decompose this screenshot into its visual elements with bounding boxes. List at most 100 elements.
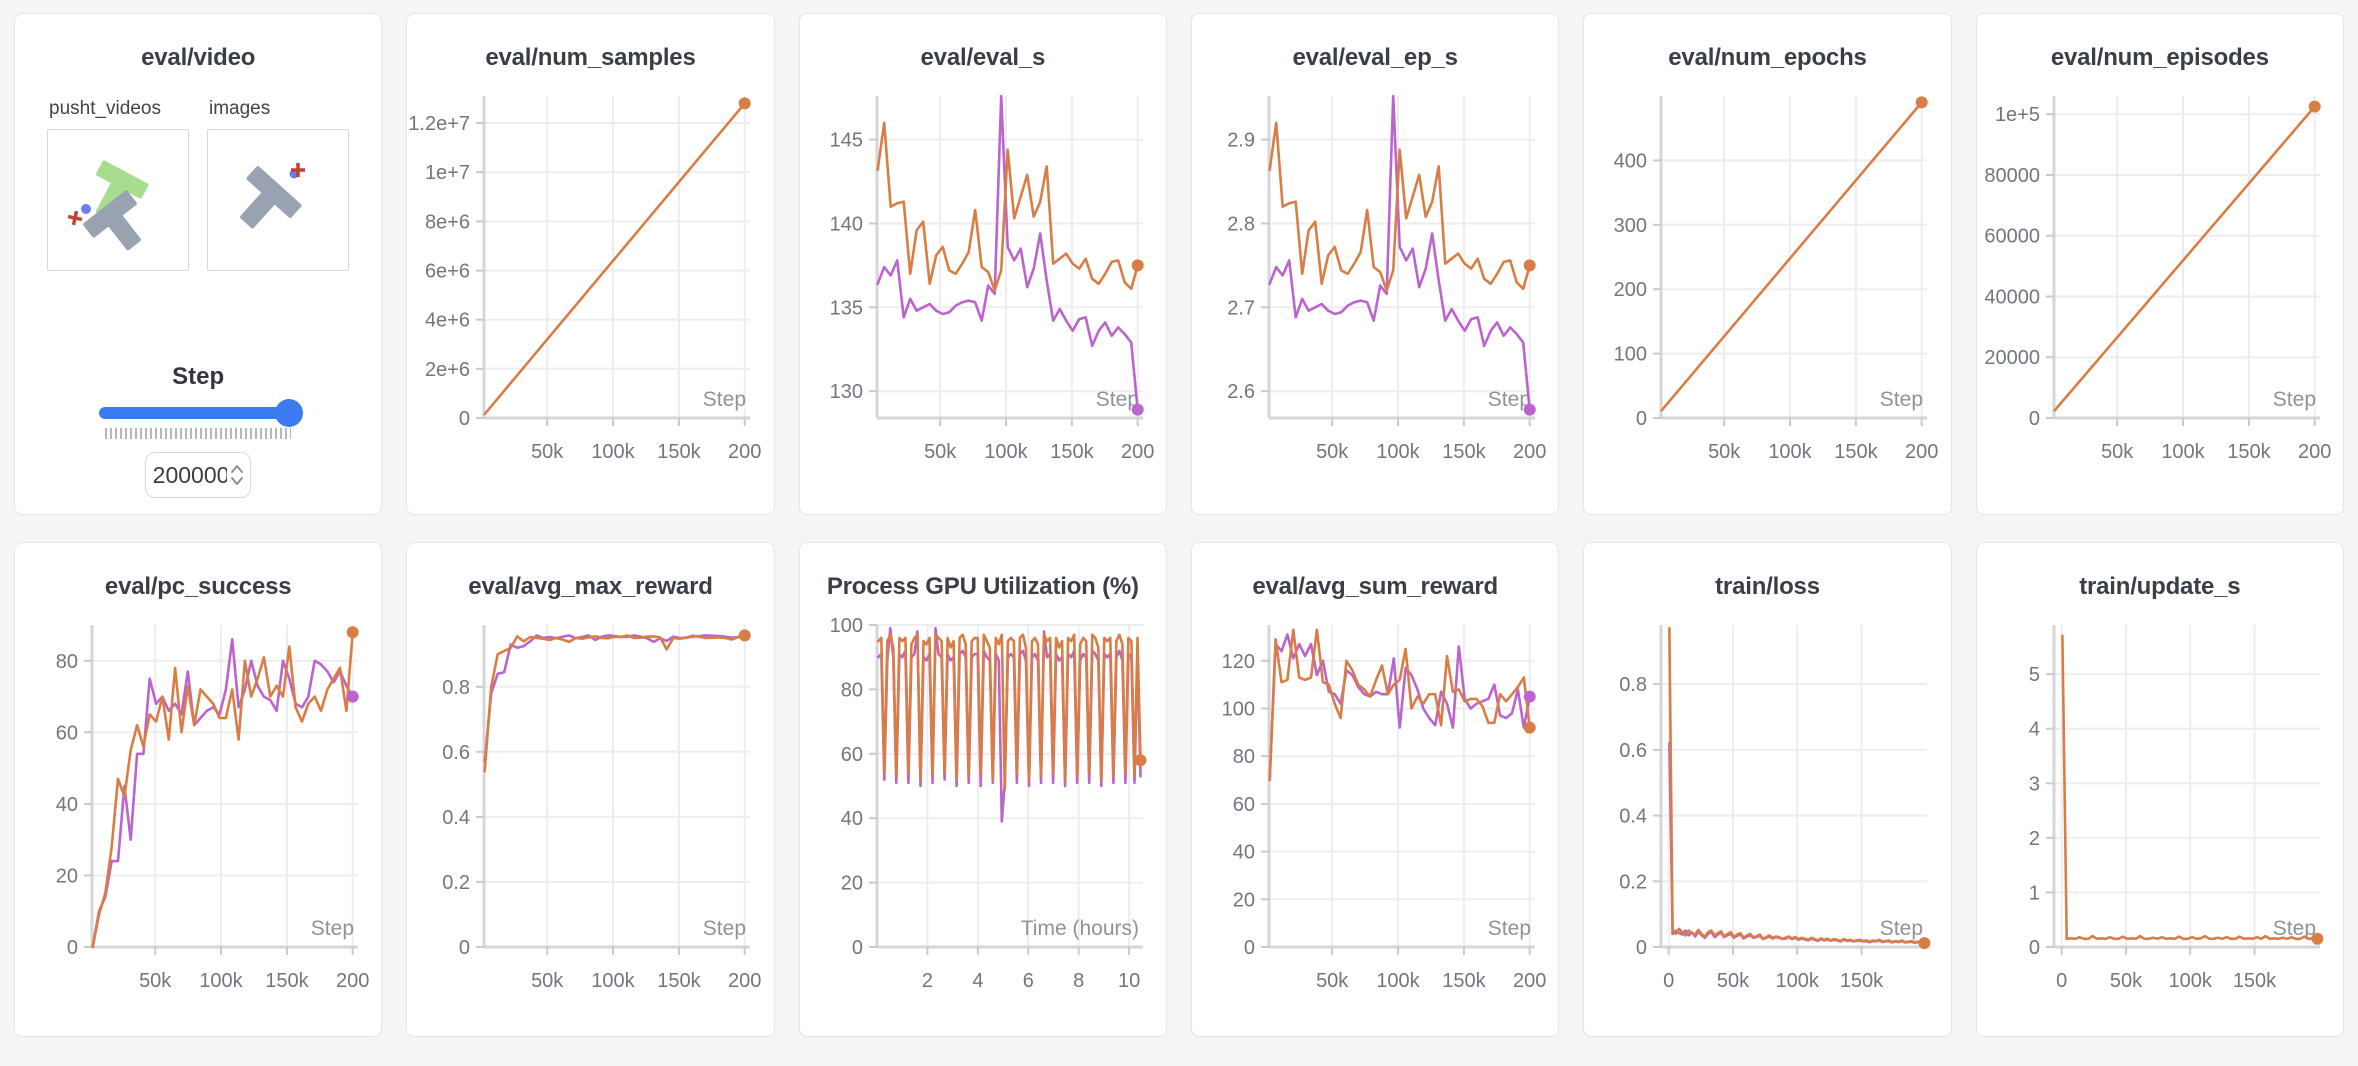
- panel-title: eval/pc_success: [104, 573, 292, 600]
- line-chart-eval-eval-ep-s[interactable]: 2.6 2.7 2.8 2.9 50k 100k 150k 200 Step: [1199, 82, 1551, 474]
- y-tick-label: 2e+6: [425, 359, 470, 381]
- panel-process-gpu-utilization: Process GPU Utilization (%) 0 20 40 60 80 100…: [798, 542, 1167, 1037]
- line-chart-train-update-s[interactable]: 0 1 2 3 4 5 0 50k 100k 150k Step: [1984, 611, 2336, 1003]
- series-end-dot-purple: [1523, 403, 1536, 416]
- stepper-arrows-icon[interactable]: [230, 462, 244, 488]
- x-tick-label: 50k: [532, 441, 565, 463]
- series-end-dot-orange: [1523, 259, 1536, 272]
- line-chart-eval-num-episodes[interactable]: 0 20000 40000 60000 80000 1e+5 50k 100k 150k 200 S…: [1984, 82, 2336, 474]
- panel-title: train/loss: [1715, 573, 1820, 600]
- line-chart-eval-avg-sum-reward[interactable]: 0 20 40 60 80 100 120 50k 100k 150k 200 Step: [1199, 611, 1551, 1003]
- x-tick-label: 150k: [1835, 441, 1879, 463]
- line-chart-train-loss[interactable]: 0 0.2 0.4 0.6 0.8 0 50k 100k 150k Step: [1591, 611, 1943, 1003]
- y-tick-label: 40: [56, 794, 78, 816]
- x-tick-label: 100k: [1376, 970, 1420, 992]
- y-tick-label: 0.4: [443, 807, 471, 829]
- panel-title: eval/num_epochs: [1668, 44, 1867, 71]
- x-tick-label: 50k: [2101, 441, 2134, 463]
- y-tick-label: 0: [2029, 408, 2040, 430]
- y-tick-label: 40: [1233, 842, 1255, 864]
- x-axis-label: Step: [1488, 388, 1531, 411]
- line-chart-eval-num-samples[interactable]: 0 2e+6 4e+6 6e+6 8e+6 1e+7 1.2e+7 50k 100k 150k 20…: [409, 82, 766, 474]
- panel-title: eval/num_episodes: [2050, 44, 2269, 71]
- y-tick-label: 60: [56, 722, 78, 744]
- x-tick-label: 200: [1513, 970, 1546, 992]
- series-line-orange: [1668, 626, 1927, 945]
- x-tick-label: 200: [1513, 441, 1546, 463]
- series-end-dot-orange: [1134, 754, 1147, 767]
- line-chart-eval-eval-s[interactable]: 130 135 140 145 50k 100k 150k 200 Step: [807, 82, 1159, 474]
- chart-canvas: 0 20000 40000 60000 80000 1e+5 50k 100k 150k 200 S…: [1984, 96, 2331, 463]
- panel-title: train/update_s: [2079, 573, 2241, 600]
- chart-canvas: 0 0.2 0.4 0.6 0.8 0 50k 100k 150k Step: [1620, 625, 1931, 992]
- step-slider[interactable]: [99, 399, 304, 427]
- panel-eval-eval-ep-s: eval/eval_ep_s 2.6 2.7 2.8 2.9 50k 100k 150k 20…: [1191, 13, 1560, 515]
- y-tick-label: 0: [459, 408, 470, 430]
- series-end-dot-orange: [2308, 100, 2321, 113]
- y-tick-label: 100: [1614, 344, 1647, 366]
- line-chart-eval-num-epochs[interactable]: 0 100 200 300 400 50k 100k 150k 200 Step: [1591, 82, 1943, 474]
- x-axis-label: Time (hours): [1021, 917, 1139, 940]
- y-tick-label: 100: [829, 615, 862, 637]
- panel-title: Process GPU Utilization (%): [826, 573, 1139, 600]
- x-axis-label: Step: [2273, 388, 2316, 411]
- x-tick-label: 50k: [1717, 970, 1750, 992]
- x-tick-label: 50k: [924, 441, 957, 463]
- panel-eval-pc-success: eval/pc_success 0 20 40 60 80 50k 100k 150k 200 S…: [14, 542, 383, 1037]
- x-tick-label: 50k: [139, 970, 172, 992]
- step-slider-ticks: [105, 428, 292, 439]
- media-images[interactable]: images: [207, 98, 349, 271]
- x-tick-label: 150k: [658, 970, 702, 992]
- y-tick-label: 60: [1233, 794, 1255, 816]
- series-end-dot-orange: [1918, 937, 1931, 950]
- step-slider-thumb[interactable]: [275, 399, 304, 427]
- y-tick-label: 2.8: [1227, 214, 1255, 236]
- x-tick-label: 50k: [1316, 970, 1349, 992]
- images-thumbnail[interactable]: [207, 129, 349, 271]
- series-end-dot-orange: [739, 629, 752, 642]
- y-tick-label: 80: [56, 651, 78, 673]
- y-tick-label: 6e+6: [425, 261, 470, 283]
- series-line-purple: [1268, 633, 1532, 782]
- x-tick-label: 0: [2056, 970, 2067, 992]
- panel-eval-num-epochs: eval/num_epochs 0 100 200 300 400 50k 100k 150k…: [1583, 13, 1952, 515]
- panel-eval-avg-sum-reward: eval/avg_sum_reward 0 20 40 60 80 100 120 50k 10…: [1191, 542, 1560, 1037]
- y-tick-label: 145: [829, 130, 862, 152]
- y-tick-label: 0: [67, 937, 78, 959]
- x-tick-label: 4: [972, 970, 983, 992]
- series-line-purple: [91, 637, 355, 949]
- x-tick-label: 100k: [2168, 970, 2212, 992]
- y-tick-label: 1: [2029, 882, 2040, 904]
- panel-title: eval/avg_max_reward: [468, 573, 713, 600]
- series-line-orange: [1268, 628, 1532, 782]
- chart-canvas: 130 135 140 145 50k 100k 150k 200 Step: [829, 94, 1154, 463]
- y-tick-label: 3: [2029, 773, 2040, 795]
- pusht-video-thumbnail[interactable]: [47, 129, 189, 271]
- y-tick-label: 0: [1636, 937, 1647, 959]
- media-pusht-videos[interactable]: pusht_videos: [47, 98, 189, 271]
- series-line-orange: [1268, 121, 1532, 292]
- y-tick-label: 0.8: [443, 677, 471, 699]
- series-line-orange: [91, 630, 355, 949]
- y-tick-label: 140: [829, 214, 862, 236]
- series-line-orange: [2053, 105, 2316, 412]
- line-chart-eval-pc-success[interactable]: 0 20 40 60 80 50k 100k 150k 200 Step: [22, 611, 374, 1003]
- chart-canvas: 0 20 40 60 80 100 120 50k 100k 150k 200 Step: [1222, 625, 1547, 992]
- panel-title: eval/num_samples: [485, 44, 696, 71]
- panel-eval-num-episodes: eval/num_episodes 0 20000 40000 60000 80000 1…: [1975, 13, 2344, 515]
- series-end-dot-orange: [739, 97, 752, 110]
- x-axis-label: Step: [703, 917, 746, 940]
- y-tick-label: 0.2: [443, 872, 471, 894]
- x-tick-label: 150k: [658, 441, 702, 463]
- series-end-dot-orange: [1916, 96, 1929, 109]
- x-tick-label: 6: [1023, 970, 1034, 992]
- x-tick-label: 100k: [199, 970, 243, 992]
- y-tick-label: 200: [1614, 279, 1647, 301]
- y-tick-label: 135: [829, 297, 862, 319]
- line-chart-process-gpu-utilization[interactable]: 0 20 40 60 80 100 2 4 6 8 10 Time (hours): [807, 611, 1159, 1003]
- line-chart-eval-avg-max-reward[interactable]: 0 0.2 0.4 0.6 0.8 50k 100k 150k 200 Step: [414, 611, 766, 1003]
- step-value-input[interactable]: [152, 461, 227, 489]
- series-end-dot-purple: [346, 690, 359, 703]
- step-input[interactable]: [145, 452, 252, 498]
